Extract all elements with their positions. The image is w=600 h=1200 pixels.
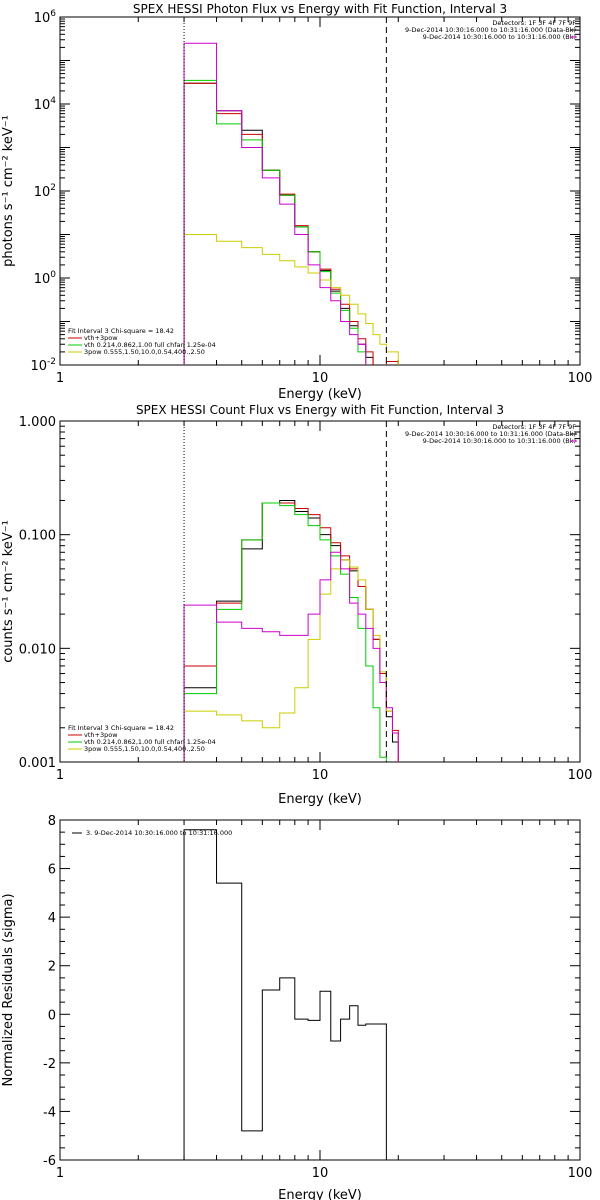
y-axis-label: photons s⁻¹ cm⁻² keV⁻¹ bbox=[1, 115, 16, 267]
y-tick-label-base: 10 bbox=[34, 11, 51, 26]
y-tick-label-base: -6 bbox=[43, 1154, 56, 1169]
y-tick-label: 6 bbox=[48, 863, 56, 878]
y-tick-label-base: 0 bbox=[48, 1008, 56, 1023]
y-tick-label-base: 0.001 bbox=[19, 756, 56, 771]
y-tick-label: 2 bbox=[48, 960, 56, 975]
y-tick-label-base: 4 bbox=[48, 911, 56, 926]
x-tick-label: 10 bbox=[312, 768, 329, 783]
legend-bl-entry: 3pow 0.555,1.50,10.0,0.54,400.,2.50 bbox=[84, 348, 205, 356]
y-tick-label: 0.010 bbox=[19, 642, 56, 657]
x-tick-label: 100 bbox=[568, 1166, 593, 1181]
x-tick-label: 10 bbox=[312, 371, 329, 386]
legend-bl-entry: vth+3pow bbox=[84, 731, 118, 739]
legend-bl-entry: vth+3pow bbox=[84, 334, 118, 342]
y-tick-label: 0 bbox=[48, 1008, 56, 1023]
y-tick-label: 106 bbox=[34, 9, 57, 26]
series-line-1 bbox=[183, 829, 387, 1160]
y-tick-label: 0.001 bbox=[19, 756, 56, 771]
y-tick-label-base: -2 bbox=[43, 1057, 56, 1072]
y-tick-label-base: 10 bbox=[30, 359, 47, 374]
chart-title: SPEX HESSI Photon Flux vs Energy with Fi… bbox=[133, 2, 507, 16]
x-tick-label: 1 bbox=[56, 1166, 64, 1181]
series-line-4 bbox=[183, 234, 399, 365]
legend-bl-entry: Fit Interval 3 Chi-square = 18.42 bbox=[68, 724, 174, 732]
y-tick-label: 10-2 bbox=[30, 357, 56, 374]
series-line-4 bbox=[183, 559, 399, 762]
x-axis-label: Energy (keV) bbox=[278, 387, 362, 402]
y-tick-label: 0.100 bbox=[19, 529, 56, 544]
x-tick-label: 100 bbox=[568, 371, 593, 386]
data-layer bbox=[183, 499, 399, 762]
y-tick-label: 8 bbox=[48, 814, 56, 829]
plot-panel-3: 1 10 100 -6 -4 -2 0 2 4 6 8 Energy (keV) Normalized … bbox=[1, 814, 592, 1200]
y-tick-label-exponent: 0 bbox=[50, 270, 56, 280]
y-tick-label-base: 8 bbox=[48, 814, 56, 829]
series-line-3 bbox=[183, 79, 399, 365]
y-tick-label: 104 bbox=[34, 96, 57, 113]
legend-tr-entry: Detectors: 1F 3F 4F 7F 9F bbox=[492, 423, 576, 431]
legend-bl-entry: vth 0.214,0.862,1.00 full chfan 1.25e-04 bbox=[84, 738, 216, 746]
legend-tr-entry: 9-Dec-2014 10:30:16.000 to 10:31:16.000 … bbox=[423, 33, 576, 41]
x-tick-label: 10 bbox=[312, 1166, 329, 1181]
legend-bl-entry: vth 0.214,0.862,1.00 full chfan 1.25e-04 bbox=[84, 341, 216, 349]
y-tick-label-base: 6 bbox=[48, 863, 56, 878]
axes-frame bbox=[59, 16, 581, 366]
y-tick-label-base: -4 bbox=[43, 1105, 56, 1120]
plot-panel-1: SPEX HESSI Photon Flux vs Energy with Fi… bbox=[1, 2, 593, 402]
y-tick-label: 1.000 bbox=[19, 415, 56, 430]
legend-tr-entry: 9-Dec-2014 10:30:16.000 to 10:31:16.000 … bbox=[405, 26, 576, 34]
plot-panel-2: SPEX HESSI Count Flux vs Energy with Fit… bbox=[1, 403, 593, 807]
y-tick-label-base: 2 bbox=[48, 960, 56, 975]
y-tick-label-exponent: 2 bbox=[50, 183, 56, 193]
y-tick-label: -2 bbox=[43, 1057, 56, 1072]
y-tick-label-exponent: 4 bbox=[50, 96, 56, 106]
data-layer bbox=[183, 829, 387, 1160]
y-tick-label-base: 0.100 bbox=[19, 529, 56, 544]
axes-frame bbox=[59, 819, 581, 1161]
y-tick-label: 102 bbox=[34, 183, 56, 200]
y-tick-label-exponent: 6 bbox=[50, 9, 56, 19]
y-tick-label: -4 bbox=[43, 1105, 56, 1120]
legend-bl-entry: 3pow 0.555,1.50,10.0,0.54,400.,2.50 bbox=[84, 745, 205, 753]
series-line-2 bbox=[183, 82, 399, 365]
y-tick-label-base: 10 bbox=[34, 98, 51, 113]
x-tick-label: 1 bbox=[56, 371, 64, 386]
legend-tr-entry: 9-Dec-2014 10:30:16.000 to 10:31:16.000 … bbox=[423, 437, 576, 445]
legend-tr-entry: Detectors: 1F 3F 4F 7F 9F bbox=[492, 19, 576, 27]
y-tick-label-base: 10 bbox=[34, 272, 51, 287]
y-tick-label: -6 bbox=[43, 1154, 56, 1169]
data-layer bbox=[183, 42, 399, 365]
y-tick-label-base: 1.000 bbox=[19, 415, 56, 430]
y-tick-label-exponent: -2 bbox=[47, 357, 56, 367]
x-axis-label: Energy (keV) bbox=[278, 792, 362, 807]
x-tick-label: 1 bbox=[56, 768, 64, 783]
series-line-5 bbox=[183, 42, 399, 365]
legend-tl-entry: 3. 9-Dec-2014 10:30:16.000 to 10:31:16.0… bbox=[86, 829, 232, 837]
legend-tr-entry: 9-Dec-2014 10:30:16.000 to 10:31:16.000 … bbox=[405, 430, 576, 438]
x-axis-label: Energy (keV) bbox=[278, 1188, 362, 1200]
chart-title: SPEX HESSI Count Flux vs Energy with Fit… bbox=[136, 403, 504, 417]
y-tick-label: 4 bbox=[48, 911, 56, 926]
y-axis-label: counts s⁻¹ cm⁻² keV⁻¹ bbox=[1, 520, 16, 663]
x-tick-label: 100 bbox=[568, 768, 593, 783]
series-line-5 bbox=[183, 551, 399, 762]
legend-bl-entry: Fit Interval 3 Chi-square = 18.42 bbox=[68, 327, 174, 335]
series-line-3 bbox=[183, 502, 399, 762]
y-tick-label-base: 10 bbox=[34, 185, 51, 200]
y-axis-label: Normalized Residuals (sigma) bbox=[1, 893, 16, 1086]
y-tick-label: 100 bbox=[34, 270, 57, 287]
y-tick-label-base: 0.010 bbox=[19, 642, 56, 657]
